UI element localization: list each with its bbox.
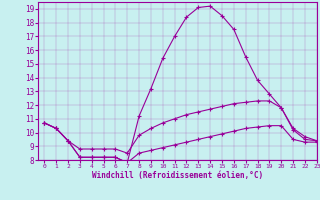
X-axis label: Windchill (Refroidissement éolien,°C): Windchill (Refroidissement éolien,°C)	[92, 171, 263, 180]
